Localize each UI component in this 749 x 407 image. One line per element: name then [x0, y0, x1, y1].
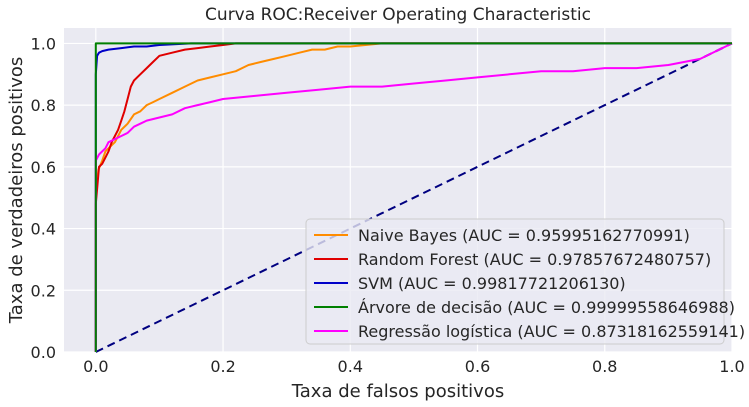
series-line — [94, 42, 732, 352]
legend: Naive Bayes (AUC = 0.95995162770991) Rand… — [305, 218, 745, 345]
y-tick-label: 0.2 — [31, 281, 56, 300]
series-line — [94, 42, 732, 352]
x-tick-label: 0.0 — [83, 357, 108, 376]
legend-box — [305, 218, 725, 345]
y-tick-label: 0.0 — [31, 343, 56, 362]
legend-label: Random Forest (AUC = 0.97857672480757) — [358, 250, 711, 269]
series-lines — [94, 42, 733, 353]
x-tick-label: 0.8 — [592, 357, 617, 376]
x-tick-label: 1.0 — [719, 357, 744, 376]
tick-labels: 0.0 0.2 0.4 0.6 0.8 1.0 0.0 0.2 0.4 0.6 0.8 1.0 — [31, 34, 745, 376]
y-axis-label: Taxa de verdadeiros positivos — [6, 57, 27, 324]
legend-label: Naive Bayes (AUC = 0.95995162770991) — [358, 226, 690, 245]
series-line — [95, 42, 733, 353]
grid — [64, 28, 733, 353]
x-tick-label: 0.2 — [210, 357, 235, 376]
x-tick-label: 0.6 — [465, 357, 490, 376]
x-axis-label: Taxa de falsos positivos — [291, 381, 504, 402]
y-tick-label: 1.0 — [31, 34, 56, 53]
series-line — [94, 42, 733, 352]
y-tick-label: 0.4 — [31, 220, 56, 239]
legend-label: Árvore de decisão (AUC = 0.9999955864698… — [358, 298, 735, 317]
y-tick-label: 0.6 — [31, 158, 56, 177]
legend-label: Regressão logística (AUC = 0.87318162559… — [358, 322, 745, 341]
series-line — [94, 42, 732, 352]
legend-label: SVM (AUC = 0.99817721206130) — [358, 274, 626, 293]
y-tick-label: 0.8 — [31, 96, 56, 115]
x-tick-label: 0.4 — [338, 357, 363, 376]
series-line — [94, 42, 732, 352]
chart-title: Curva ROC:Receiver Operating Characteris… — [205, 5, 591, 25]
